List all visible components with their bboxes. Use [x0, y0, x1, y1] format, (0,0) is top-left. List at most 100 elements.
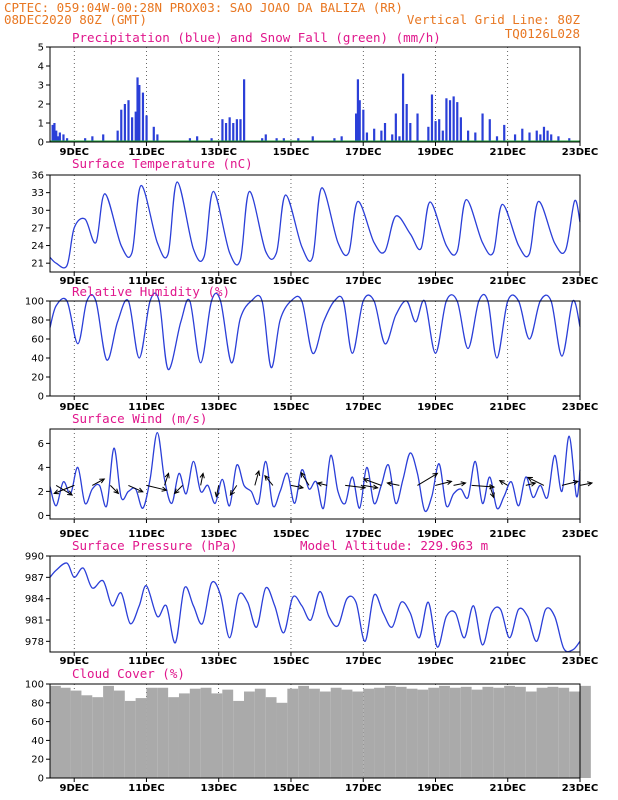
bar [282, 138, 285, 142]
y-tick-label: 4 [38, 463, 44, 474]
bar [211, 693, 223, 778]
wind-arrow-head [360, 484, 367, 490]
panel-title: Surface Temperature (nC) [72, 156, 253, 171]
wind-arrow [229, 485, 238, 496]
panel-title: Surface Pressure (hPa) [72, 538, 238, 553]
plot-frame [49, 46, 581, 143]
y-tick-label: 100 [25, 680, 44, 691]
x-tick-label: 13DEC [201, 402, 237, 413]
bar [113, 690, 125, 778]
wind-arrow-head [587, 481, 594, 487]
bar [460, 686, 472, 778]
bar [239, 119, 242, 142]
bar [513, 134, 517, 142]
y-tick-label: 0 [38, 138, 44, 149]
bar [536, 687, 548, 778]
wind-arrow-head [372, 484, 379, 490]
y-tick-label: 5 [38, 43, 44, 54]
bar [131, 117, 134, 142]
y-tick-label: 30 [31, 206, 44, 217]
wind-arrow-head [214, 491, 220, 498]
panel-6: 0 20 40 60 80 100 9DEC 11DEC 13DEC 15DEC 17DEC 19DE… [25, 666, 598, 794]
bar [503, 124, 506, 142]
x-tick-label: 17DEC [345, 147, 381, 158]
y-tick-label: 80 [31, 316, 44, 327]
bar [449, 687, 461, 778]
wind-arrow-head [572, 479, 580, 485]
wind-arrow [453, 482, 466, 486]
plot-frame [49, 300, 581, 397]
bar [521, 128, 524, 142]
bar [445, 98, 448, 142]
bar [352, 691, 364, 778]
bar [514, 686, 526, 778]
bar [222, 689, 234, 778]
bar [525, 691, 537, 778]
bar [50, 685, 61, 778]
x-tick-label: 19DEC [417, 402, 453, 413]
x-tick-label: 9DEC [59, 656, 88, 667]
bar [416, 113, 419, 142]
wind-arrow-head [113, 488, 120, 495]
wind-arrow [146, 484, 167, 491]
bar [482, 686, 494, 778]
bar [363, 688, 375, 778]
bar [535, 130, 538, 142]
plot-frame [49, 555, 581, 653]
x-tick-label: 11DEC [128, 402, 164, 413]
bar [297, 138, 300, 142]
series-line [49, 181, 581, 269]
panel-title: Surface Wind (m/s) [72, 411, 207, 426]
bar [135, 698, 147, 778]
wind-arrow [317, 482, 328, 486]
bar [84, 138, 87, 142]
bar [120, 109, 123, 142]
bar [58, 132, 61, 142]
bar [441, 130, 444, 142]
wind-arrow-head [298, 484, 305, 490]
bar [311, 136, 314, 142]
wind-arrow-head [173, 488, 180, 495]
y-tick-label: 987 [25, 573, 44, 584]
bar [53, 123, 56, 142]
y-tick-label: 2 [38, 487, 44, 498]
bar [244, 691, 255, 778]
x-tick-label: 19DEC [417, 529, 453, 540]
bar [391, 134, 394, 142]
wind-arrow-head [489, 492, 495, 499]
x-tick-label: 15DEC [273, 402, 309, 413]
bar [65, 138, 69, 142]
bar [123, 104, 126, 142]
bar [438, 119, 441, 142]
bar [355, 113, 358, 142]
bar [528, 132, 531, 142]
bar [178, 693, 190, 778]
bar [168, 697, 179, 778]
wind-arrow-head [67, 490, 74, 496]
bar [92, 697, 104, 778]
x-tick-label: 19DEC [417, 783, 453, 794]
x-tick-label: 17DEC [345, 783, 381, 794]
bar [358, 100, 361, 142]
y-tick-label: 6 [38, 439, 44, 450]
wind-arrow [499, 480, 509, 486]
wind-arrow-head [460, 481, 467, 487]
y-tick-label: 100 [25, 297, 44, 308]
wind-arrow [215, 485, 220, 497]
x-tick-label: 13DEC [201, 147, 237, 158]
y-tick-label: 1 [38, 119, 44, 130]
wind-arrow [525, 482, 536, 486]
x-tick-label: 21DEC [490, 147, 526, 158]
x-tick-label: 15DEC [273, 529, 309, 540]
wind-arrow [55, 484, 73, 496]
bar [243, 79, 246, 142]
bar [116, 130, 119, 142]
panel-2: 21 24 27 30 33 36 9DEC 11DEC 13DEC 15DEC 17DEC 19DE… [31, 156, 598, 287]
wind-arrow [54, 484, 75, 494]
bar [124, 700, 136, 778]
y-tick-label: 20 [31, 755, 44, 766]
bar [434, 121, 437, 142]
wind-arrow-head [530, 481, 537, 487]
bar [409, 123, 412, 142]
